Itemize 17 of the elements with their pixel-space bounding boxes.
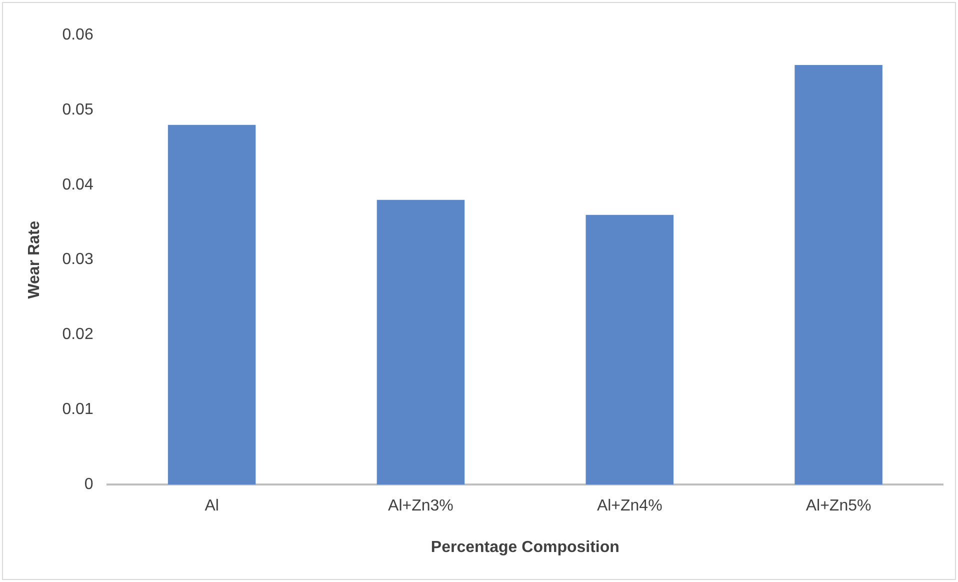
y-tick-label: 0.03 [62,251,94,268]
bar [168,124,256,485]
y-tick-label: 0.01 [62,401,94,418]
x-tick-label: Al [204,498,219,515]
x-tick-label: Al+Zn5% [806,498,872,515]
bar [794,64,882,485]
bar [586,214,674,485]
y-axis-title: Wear Rate [26,220,44,299]
x-tick-label: Al+Zn3% [388,498,454,515]
x-axis-title: Percentage Composition [430,538,620,556]
y-tick-label: 0.05 [62,101,94,118]
x-tick-label: Al+Zn4% [596,498,662,515]
y-tick-label: 0.06 [62,26,94,44]
bar [376,200,465,485]
y-tick-label: 0 [84,476,94,494]
y-tick-label: 0.02 [62,326,94,344]
y-tick-label: 0.04 [62,176,94,194]
